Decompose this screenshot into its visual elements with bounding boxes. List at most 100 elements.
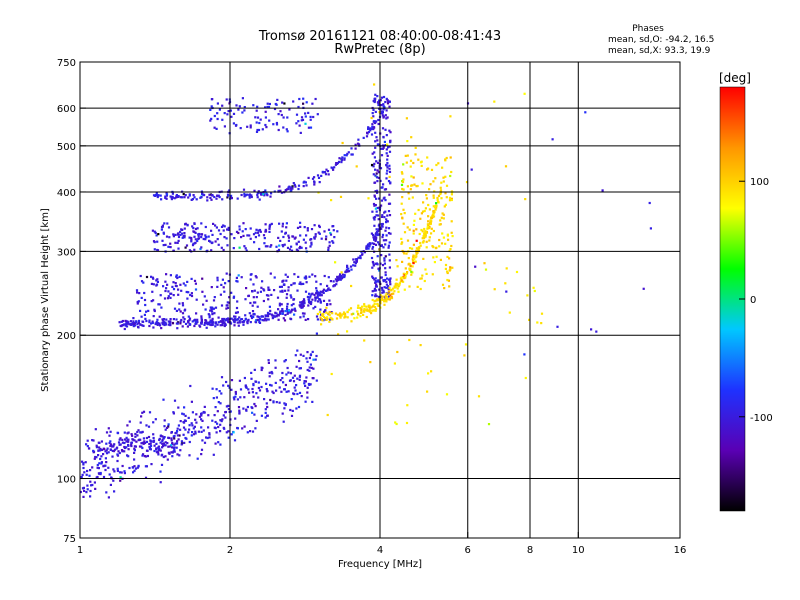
data-point [151, 229, 154, 232]
data-point [206, 199, 209, 202]
data-point [234, 392, 237, 395]
data-point [162, 444, 166, 447]
data-point [267, 286, 270, 289]
data-point [237, 108, 240, 111]
data-point [376, 176, 379, 179]
data-point [419, 344, 422, 347]
data-point [393, 362, 396, 365]
data-point [251, 406, 254, 410]
data-point [408, 228, 411, 231]
data-point [381, 295, 384, 298]
data-point [286, 302, 289, 306]
data-point [152, 326, 155, 329]
data-point [272, 123, 275, 126]
data-point [269, 309, 272, 312]
data-point [222, 414, 225, 417]
data-point [133, 323, 136, 326]
data-point [374, 168, 377, 171]
data-point [329, 316, 332, 319]
data-point [144, 303, 147, 307]
data-point [341, 141, 344, 145]
data-point [97, 467, 100, 470]
data-point [159, 435, 162, 438]
data-point [448, 285, 451, 288]
data-point [123, 441, 126, 445]
data-point [340, 275, 343, 278]
data-point [269, 383, 272, 387]
data-point [179, 322, 182, 325]
data-point [412, 255, 415, 259]
data-point [144, 317, 147, 320]
data-point [211, 319, 214, 322]
data-point [352, 312, 355, 315]
data-point [352, 258, 355, 261]
data-point [313, 176, 316, 179]
data-point [378, 269, 381, 272]
data-point [138, 445, 142, 448]
data-point [95, 456, 98, 459]
data-point [300, 246, 303, 249]
data-point [504, 282, 507, 285]
data-point [302, 300, 305, 303]
data-point [377, 118, 380, 122]
data-point [377, 103, 380, 106]
data-point [221, 104, 224, 107]
data-point [140, 296, 143, 299]
data-point [284, 313, 287, 317]
data-point [125, 325, 129, 328]
data-point [283, 407, 286, 410]
data-point [322, 312, 325, 315]
data-point [158, 303, 161, 306]
data-point [446, 255, 449, 258]
data-point [376, 169, 379, 172]
data-point [249, 227, 252, 230]
data-point [440, 242, 444, 245]
data-point [135, 440, 138, 443]
data-point [278, 312, 282, 315]
data-point [203, 323, 206, 326]
data-point [280, 310, 283, 313]
data-point [253, 189, 256, 192]
data-point [145, 275, 149, 279]
data-point [389, 283, 392, 286]
data-point [384, 188, 388, 191]
data-point [225, 380, 228, 384]
data-point [410, 270, 413, 273]
data-point [230, 194, 233, 197]
y-tick-label: 500 [57, 142, 76, 153]
data-point [387, 290, 391, 293]
data-point [161, 440, 164, 443]
data-point [217, 243, 220, 246]
data-point [177, 438, 180, 441]
data-point [324, 289, 328, 292]
data-point [406, 404, 409, 407]
data-point [238, 321, 241, 324]
data-point [270, 244, 273, 247]
data-point [200, 414, 203, 417]
data-point [187, 196, 190, 199]
data-point [380, 286, 384, 289]
data-point [292, 298, 295, 301]
data-point [326, 170, 330, 173]
data-point [177, 239, 180, 242]
data-point [429, 222, 432, 225]
data-point [297, 405, 301, 409]
data-point [427, 372, 430, 375]
data-point [368, 304, 371, 307]
data-point [167, 423, 170, 426]
data-point [209, 306, 212, 309]
data-point [315, 379, 318, 382]
data-point [183, 406, 186, 409]
data-point [85, 443, 88, 446]
data-point [438, 245, 441, 248]
data-point [194, 318, 197, 321]
data-point [143, 440, 146, 443]
data-point [432, 210, 435, 213]
data-point [332, 280, 335, 283]
data-point [317, 176, 321, 179]
data-point [234, 395, 237, 398]
data-point [208, 193, 211, 196]
data-point [403, 288, 406, 291]
data-point [98, 446, 101, 449]
data-point [217, 316, 220, 319]
